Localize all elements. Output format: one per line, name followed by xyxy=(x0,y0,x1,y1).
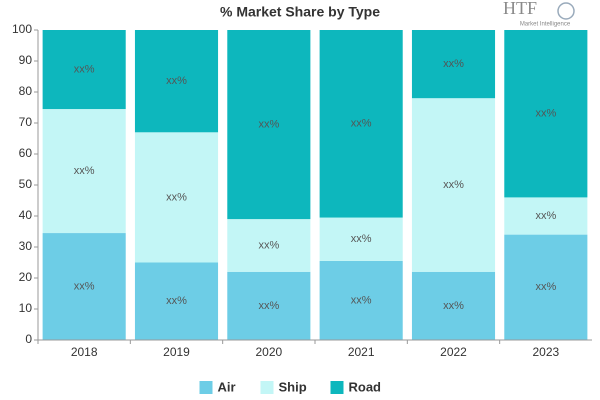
bar-segment xyxy=(319,260,403,340)
bar-segment xyxy=(42,30,126,110)
bar-segment xyxy=(411,271,496,340)
y-tick-label: 80 xyxy=(19,84,33,98)
value-label: xx% xyxy=(535,210,556,222)
legend-label: Air xyxy=(218,379,236,394)
legend-label: Road xyxy=(349,379,382,394)
y-tick-label: 0 xyxy=(25,332,32,346)
value-label: xx% xyxy=(166,191,187,203)
bar-segment xyxy=(42,109,126,234)
value-label: xx% xyxy=(258,300,279,312)
bar-segment xyxy=(411,98,496,272)
y-tick-label: 10 xyxy=(19,301,33,315)
x-tick-label: 2019 xyxy=(163,345,190,359)
y-tick-label: 100 xyxy=(12,22,32,36)
value-label: xx% xyxy=(74,165,95,177)
logo-mark: HTF xyxy=(503,0,537,18)
value-label: xx% xyxy=(258,239,279,251)
bar-segment xyxy=(504,197,588,235)
value-label: xx% xyxy=(535,108,556,120)
bar-segment xyxy=(319,217,403,261)
bar-segment xyxy=(227,30,311,220)
value-label: xx% xyxy=(443,58,464,70)
y-tick-label: 20 xyxy=(19,270,33,284)
value-label: xx% xyxy=(258,118,279,130)
bar-segment xyxy=(134,30,219,133)
value-label: xx% xyxy=(351,294,372,306)
value-label: xx% xyxy=(351,118,372,130)
y-tick-label: 40 xyxy=(19,208,33,222)
value-label: xx% xyxy=(166,75,187,87)
value-label: xx% xyxy=(74,280,95,292)
bar-segment xyxy=(411,30,496,99)
value-label: xx% xyxy=(166,295,187,307)
bar-segment xyxy=(504,234,588,340)
value-label: xx% xyxy=(535,281,556,293)
bar-segment xyxy=(319,30,403,218)
chart-title: % Market Share by Type xyxy=(220,4,380,20)
x-tick-label: 2023 xyxy=(532,345,559,359)
legend-swatch xyxy=(260,381,274,394)
bar-segment xyxy=(134,262,219,340)
x-tick-label: 2022 xyxy=(440,345,467,359)
x-tick-label: 2018 xyxy=(71,345,98,359)
bar-segment xyxy=(134,132,219,263)
value-label: xx% xyxy=(443,300,464,312)
y-tick-label: 70 xyxy=(19,115,33,129)
logo-text: Market Intelligence xyxy=(520,22,571,28)
y-tick-label: 50 xyxy=(19,177,33,191)
legend-swatch xyxy=(330,381,344,394)
y-tick-label: 60 xyxy=(19,146,33,160)
y-tick-label: 30 xyxy=(19,239,33,253)
logo-globe xyxy=(557,2,575,20)
value-label: xx% xyxy=(74,63,95,75)
legend-label: Ship xyxy=(279,379,307,394)
x-tick-label: 2021 xyxy=(348,345,375,359)
y-tick-label: 90 xyxy=(19,53,33,67)
value-label: xx% xyxy=(443,179,464,191)
value-label: xx% xyxy=(351,233,372,245)
bar-segment xyxy=(42,233,126,340)
bar-segment xyxy=(227,271,311,340)
x-tick-label: 2020 xyxy=(255,345,282,359)
bar-segment xyxy=(504,30,588,198)
legend-swatch xyxy=(199,381,213,394)
bar-segment xyxy=(227,219,311,272)
